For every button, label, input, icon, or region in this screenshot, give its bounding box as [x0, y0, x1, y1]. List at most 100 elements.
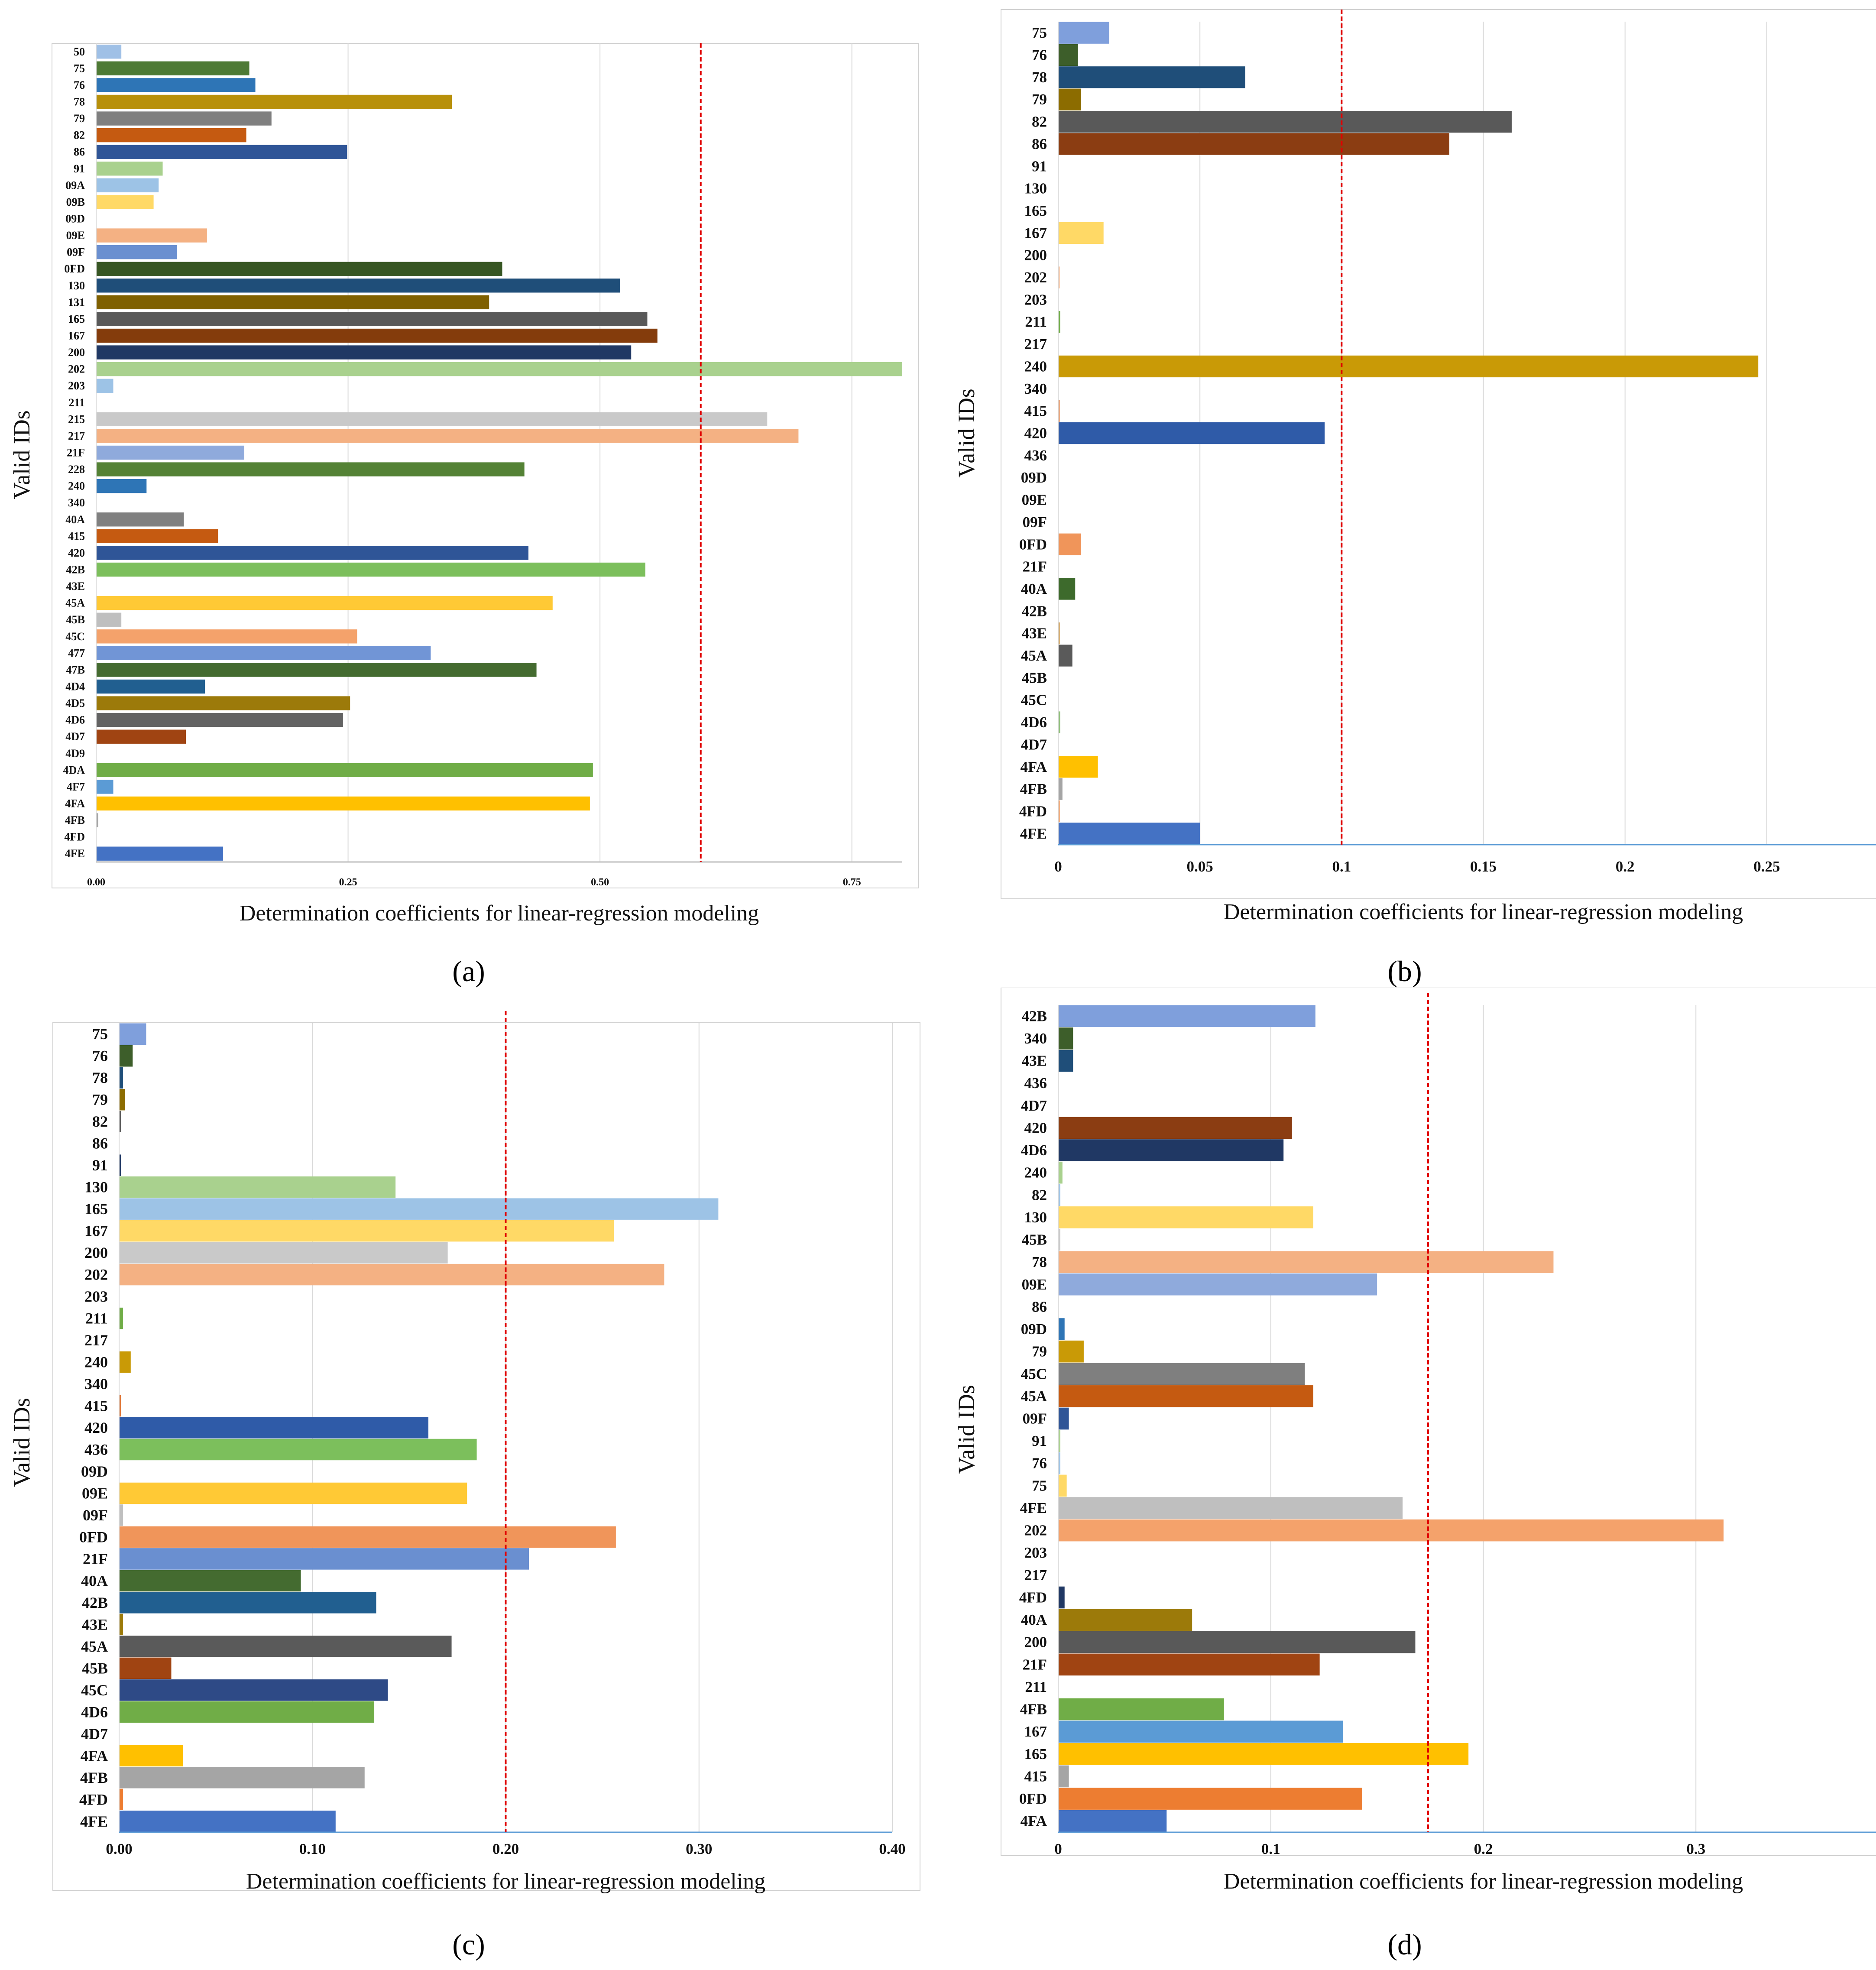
category-label: 240: [1024, 1164, 1047, 1181]
category-label: 75: [1032, 24, 1047, 41]
bar-76: [1058, 44, 1078, 66]
bar-228: [96, 462, 525, 476]
x-axis-title: Determination coefficients for linear-re…: [1224, 900, 1743, 924]
bar-09F: [119, 1504, 123, 1526]
category-label: 42B: [1022, 603, 1047, 619]
category-label: 4D6: [1021, 1142, 1047, 1159]
bar-4D5: [96, 696, 350, 710]
bar-75: [1058, 22, 1109, 44]
category-label: 45C: [81, 1682, 108, 1699]
category-label: 4F7: [67, 781, 85, 793]
category-label: 79: [92, 1091, 108, 1108]
category-label: 76: [92, 1047, 108, 1065]
x-tick-label: 0.30: [686, 1840, 712, 1857]
category-label: 42B: [82, 1594, 108, 1611]
category-label: 165: [1024, 202, 1047, 219]
category-label: 50: [74, 45, 85, 58]
category-label: 45A: [1021, 1388, 1047, 1405]
bar-78: [96, 94, 452, 109]
bar-4FA: [1058, 756, 1098, 778]
category-label: 200: [68, 346, 85, 359]
bar-45B: [1058, 1228, 1060, 1251]
bar-4FA: [1058, 1810, 1167, 1832]
bar-415: [119, 1395, 121, 1417]
bar-43E: [119, 1614, 123, 1636]
bar-43E: [1058, 622, 1060, 645]
bar-09E: [119, 1482, 467, 1504]
category-label: 09B: [66, 196, 85, 208]
category-label: 40A: [1021, 1611, 1047, 1628]
bar-4FE: [96, 846, 224, 861]
category-label: 420: [68, 547, 85, 559]
bar-21F: [119, 1548, 529, 1570]
x-tick-label: 0.25: [339, 877, 357, 888]
category-label: 211: [1025, 1678, 1047, 1695]
bar-75: [119, 1023, 146, 1045]
category-label: 47B: [66, 664, 85, 676]
bar-09F: [96, 245, 177, 259]
bar-91: [119, 1154, 121, 1176]
category-label: 4D6: [81, 1703, 108, 1721]
bar-75: [96, 61, 249, 76]
category-label: 91: [1032, 158, 1047, 175]
bar-4FD: [1058, 1586, 1065, 1609]
y-axis-title: Valid IDs: [953, 1385, 979, 1474]
bar-78: [1058, 1251, 1554, 1273]
bar-130: [119, 1176, 396, 1198]
category-label: 40A: [1021, 580, 1047, 597]
bar-211: [1058, 311, 1060, 333]
bar-0FD: [119, 1526, 616, 1548]
category-label: 202: [68, 363, 85, 376]
category-label: 4D6: [1021, 714, 1047, 731]
category-label: 40A: [81, 1572, 108, 1589]
bar-4D6: [96, 713, 343, 727]
category-label: 167: [1024, 224, 1047, 241]
category-label: 131: [68, 296, 85, 308]
category-label: 40A: [65, 513, 85, 526]
chart-border: [1001, 9, 1876, 899]
category-label: 4FB: [1020, 781, 1047, 797]
category-label: 45C: [65, 630, 85, 643]
x-tick-label: 0.00: [87, 877, 105, 888]
bar-91: [1058, 1430, 1060, 1452]
category-label: 42B: [1022, 1008, 1047, 1024]
category-label: 130: [84, 1179, 108, 1196]
chart-border: [52, 43, 919, 888]
category-label: 78: [92, 1069, 108, 1086]
category-label: 420: [84, 1419, 108, 1436]
category-label: 4FE: [80, 1813, 108, 1830]
category-label: 4D4: [65, 680, 85, 693]
category-label: 09E: [1022, 1276, 1047, 1293]
bar-09D: [1058, 1318, 1065, 1340]
bar-76: [1058, 1452, 1060, 1474]
category-label: 228: [68, 463, 85, 476]
bar-82: [96, 128, 246, 143]
category-label: 82: [1032, 1186, 1047, 1203]
bar-4D6: [1058, 1139, 1284, 1161]
category-label: 0FD: [79, 1528, 108, 1546]
category-label: 76: [74, 79, 85, 91]
category-label: 217: [1024, 336, 1047, 353]
category-label: 165: [68, 313, 85, 325]
x-tick-label: 0.50: [591, 877, 609, 888]
bar-340: [1058, 1027, 1073, 1050]
category-label: 4FA: [81, 1747, 108, 1764]
category-label: 215: [68, 413, 85, 425]
category-label: 4DA: [63, 764, 85, 776]
chart-panel-a: 0.00 0.25 0.50 0.75 50 75 76 78 79 82 86 91 09A 09B 09…: [9, 43, 919, 988]
bar-0FD: [1058, 1788, 1362, 1810]
bar-50: [96, 45, 122, 59]
category-label: 167: [84, 1222, 108, 1240]
bar-76: [119, 1045, 133, 1067]
bar-45B: [96, 612, 122, 627]
category-label: 200: [84, 1244, 108, 1261]
category-label: 340: [68, 496, 85, 509]
x-tick-label: 0.75: [843, 877, 861, 888]
bar-415: [96, 529, 218, 544]
category-label: 217: [84, 1332, 108, 1349]
bar-200: [119, 1242, 448, 1264]
category-label: 09D: [81, 1463, 108, 1480]
bar-420: [1058, 422, 1325, 444]
category-label: 78: [74, 96, 85, 108]
category-label: 202: [84, 1266, 108, 1283]
